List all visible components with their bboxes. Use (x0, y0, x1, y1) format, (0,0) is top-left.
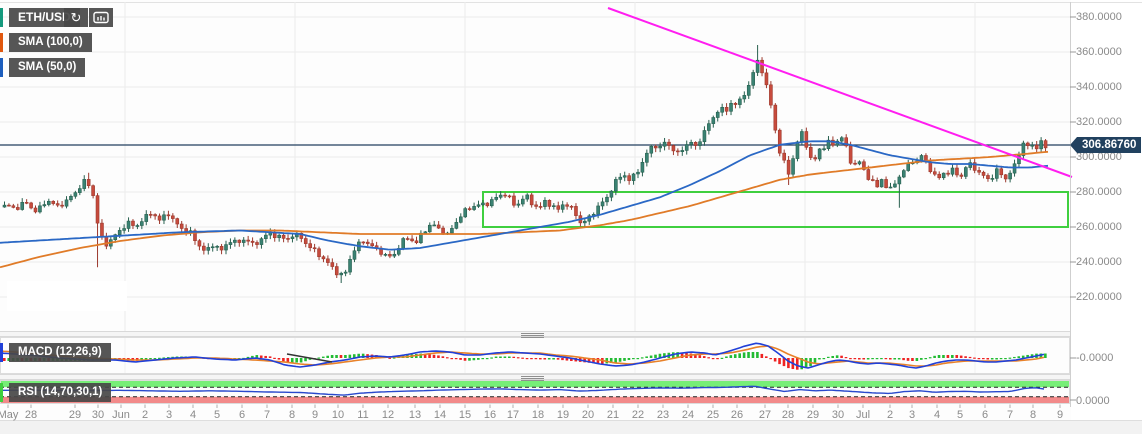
time-axis-label: 30 (831, 409, 845, 421)
watermark-blank-area (7, 281, 127, 311)
symbol-label: ETH/USD (9, 8, 80, 27)
time-axis-label: 3 (908, 409, 916, 421)
symbol-color-tab (0, 8, 3, 27)
price-axis-label: 340.0000 (1076, 80, 1122, 93)
time-axis-label: 27 (758, 409, 772, 421)
time-axis-label: 28 (24, 409, 38, 421)
time-axis-label: 30 (91, 409, 105, 421)
sma100-color-tab (0, 33, 3, 52)
time-axis-label: 6 (238, 409, 246, 421)
macd-axis-label: -0.0000 (1076, 352, 1114, 364)
current-price-tag: 306.86760 (1069, 137, 1142, 153)
time-axis-label: 9 (311, 409, 319, 421)
time-axis-label: 8 (288, 409, 296, 421)
sma100-label[interactable]: SMA (100,0) (9, 33, 92, 52)
rsi-color-tab (0, 383, 3, 402)
refresh-button[interactable]: ↻ (64, 8, 88, 27)
price-axis-label: 380.0000 (1076, 10, 1122, 23)
rsi-label[interactable]: RSI (14,70,30,1) (9, 383, 112, 402)
time-axis-label: 6 (981, 409, 989, 421)
price-axis-label: 220.0000 (1076, 290, 1122, 303)
price-axis-label: 260.0000 (1076, 220, 1122, 233)
macd-color-tab (0, 343, 3, 362)
panel-resize-handle-macd[interactable] (521, 332, 544, 338)
price-axis-label: 360.0000 (1076, 45, 1122, 58)
time-axis-label: 7 (263, 409, 271, 421)
time-axis-label: 17 (506, 409, 520, 421)
time-axis-label: 2 (886, 409, 894, 421)
sma50-label[interactable]: SMA (50,0) (9, 58, 86, 77)
time-axis-label: 24 (681, 409, 695, 421)
macd-label[interactable]: MACD (12,26,9) (9, 343, 111, 362)
time-axis-label: 20 (581, 409, 595, 421)
rsi-axis-label: 0.0000 (1076, 395, 1110, 407)
time-axis-label: 10 (331, 409, 345, 421)
time-axis-label: 18 (531, 409, 545, 421)
time-axis-label: 5 (956, 409, 964, 421)
sma50-color-tab (0, 58, 3, 77)
time-axis-label: 21 (606, 409, 620, 421)
time-axis-label: Jun (112, 409, 130, 421)
time-axis-label: 11 (357, 409, 369, 421)
time-axis-label: 7 (1006, 409, 1014, 421)
time-axis-label: 4 (189, 409, 197, 421)
price-axis-label: 280.0000 (1076, 185, 1122, 198)
time-axis-label: 19 (556, 409, 570, 421)
time-axis-label: 29 (806, 409, 820, 421)
time-axis-label: 3 (165, 409, 173, 421)
time-axis-label: 8 (1029, 409, 1037, 421)
price-axis-label: 320.0000 (1076, 115, 1122, 128)
time-axis-label: 4 (933, 409, 941, 421)
measure-icon (93, 10, 109, 25)
time-axis-label: 16 (483, 409, 497, 421)
time-axis-label: 23 (656, 409, 670, 421)
time-axis-label: Jul (855, 409, 871, 421)
time-axis-label: 22 (631, 409, 645, 421)
time-axis-label: 5 (213, 409, 221, 421)
price-axis-label: 240.0000 (1076, 255, 1122, 268)
time-axis-label: 15 (458, 409, 472, 421)
time-axis-label: 25 (706, 409, 720, 421)
time-axis-label: May (0, 409, 19, 421)
refresh-icon: ↻ (70, 10, 82, 25)
measure-button[interactable] (89, 8, 113, 27)
time-axis-label: 29 (68, 409, 82, 421)
time-axis-label: 12 (381, 409, 395, 421)
time-axis-label: 26 (730, 409, 744, 421)
panel-resize-handle-rsi[interactable] (521, 375, 544, 381)
time-axis-label: 13 (408, 409, 422, 421)
price-axis-label: 300.0000 (1076, 150, 1122, 163)
time-axis-label: 14 (433, 409, 447, 421)
time-axis-label: 2 (141, 409, 149, 421)
time-axis-label: 28 (781, 409, 795, 421)
time-axis-label: 9 (1056, 409, 1064, 421)
